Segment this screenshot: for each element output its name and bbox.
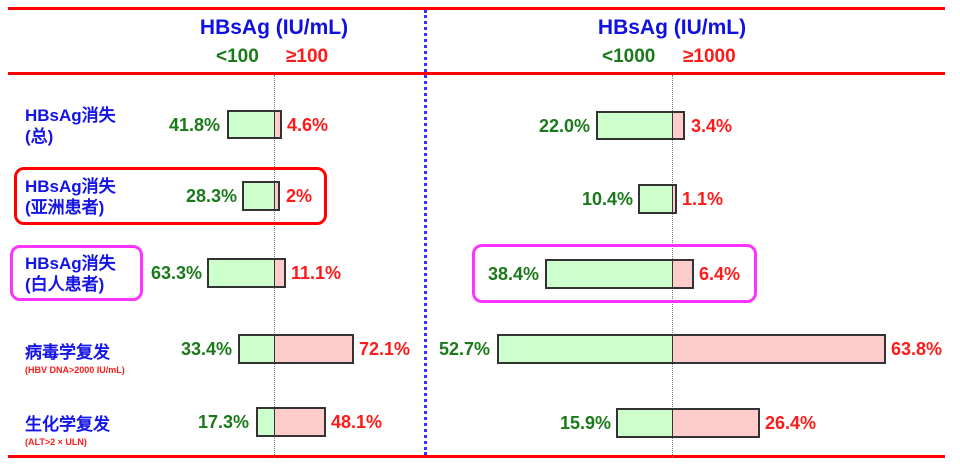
left-value-low-0: 41.8%: [168, 115, 220, 135]
left-bar-low-1: [242, 181, 275, 211]
row-label-asian: HBsAg消失 (亚洲患者): [25, 177, 116, 217]
right-bar-high-4: [672, 408, 760, 438]
left-bar-low-3: [238, 334, 275, 364]
left-bar-low-2: [207, 258, 275, 288]
left-panel-title: HBsAg (IU/mL): [199, 16, 349, 39]
right-bar-low-0: [596, 111, 673, 140]
row-label-virologic-relapse: 病毒学复发 (HBV DNA>2000 IU/mL): [25, 343, 125, 375]
row-note-biochemical: (ALT>2 × ULN): [25, 437, 87, 447]
row-label-biochemical-relapse: 生化学复发 (ALT>2 × ULN): [25, 415, 110, 447]
right-value-low-4: 15.9%: [559, 413, 611, 433]
right-value-high-1: 1.1%: [682, 189, 724, 209]
row-label-total: HBsAg消失 (总): [25, 106, 116, 146]
row-note-virologic: (HBV DNA>2000 IU/mL): [25, 365, 125, 375]
right-value-high-2: 6.4%: [699, 264, 741, 284]
left-value-high-0: 4.6%: [287, 115, 329, 135]
right-bar-high-0: [672, 111, 685, 140]
right-bar-high-2: [672, 259, 694, 289]
right-bar-high-1: [672, 184, 677, 214]
right-bar-low-2: [545, 259, 673, 289]
left-value-high-3: 72.1%: [359, 339, 411, 359]
left-value-high-2: 11.1%: [291, 263, 342, 283]
left-high-label: ≥100: [286, 46, 329, 67]
right-value-high-4: 26.4%: [765, 413, 817, 433]
right-low-label: <1000: [602, 46, 656, 67]
right-value-high-0: 3.4%: [691, 116, 733, 136]
bottom-rule: [8, 455, 945, 458]
left-low-label: <100: [216, 46, 259, 67]
row-label-white: HBsAg消失 (白人患者): [25, 254, 116, 294]
right-panel-title: HBsAg (IU/mL): [597, 16, 747, 39]
left-value-high-4: 48.1%: [331, 412, 383, 432]
right-bar-low-4: [616, 408, 673, 438]
left-bar-low-4: [256, 407, 275, 437]
left-value-high-1: 2%: [286, 186, 313, 206]
left-bar-high-2: [274, 258, 286, 288]
right-value-low-1: 10.4%: [581, 189, 633, 209]
highlight-asian-box: [14, 167, 327, 225]
top-rule: [8, 7, 945, 10]
highlight-white-label-box: [10, 245, 143, 301]
left-bar-high-1: [274, 181, 280, 211]
left-bar-high-4: [274, 407, 326, 437]
left-value-low-4: 17.3%: [197, 412, 249, 432]
right-high-label: ≥1000: [683, 46, 736, 67]
right-value-low-3: 52.7%: [438, 339, 490, 359]
left-value-low-3: 33.4%: [180, 339, 232, 359]
left-value-low-2: 63.3%: [150, 263, 202, 283]
right-value-low-2: 38.4%: [487, 264, 539, 284]
highlight-white-right-box: [472, 244, 757, 303]
left-bar-high-3: [274, 334, 354, 364]
right-bar-high-3: [672, 334, 886, 364]
right-bar-low-3: [497, 334, 673, 364]
header-rule: [8, 72, 945, 75]
right-bar-low-1: [638, 184, 673, 214]
right-value-high-3: 63.8%: [891, 339, 943, 359]
left-value-low-1: 28.3%: [185, 186, 237, 206]
panel-divider: [424, 10, 427, 455]
right-value-low-0: 22.0%: [538, 116, 590, 136]
left-bar-low-0: [227, 110, 275, 139]
left-bar-high-0: [274, 110, 282, 139]
